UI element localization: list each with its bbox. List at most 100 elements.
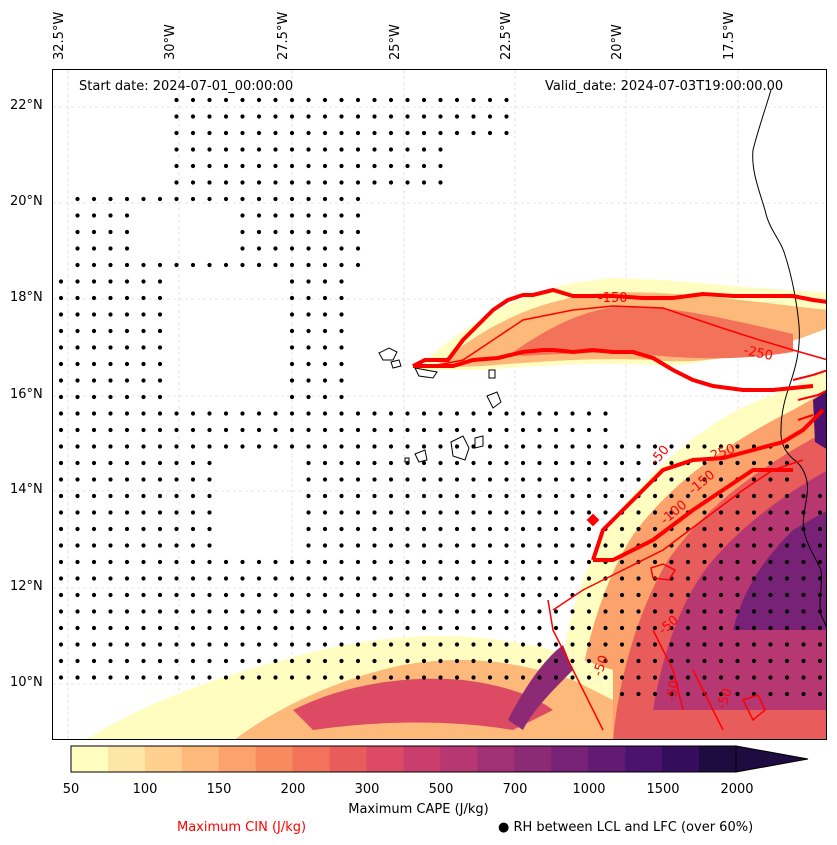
rh-dot: [322, 609, 328, 614]
rh-dot: [141, 592, 146, 598]
rh-dot: [289, 180, 295, 185]
rh-dot: [58, 658, 64, 664]
rh-dot: [91, 427, 97, 433]
rh-dot: [124, 279, 130, 284]
rh-dot: [289, 675, 295, 680]
rh-dot: [553, 592, 559, 598]
rh-dot: [405, 625, 410, 631]
rh-dot: [289, 279, 295, 284]
rh-dot: [141, 444, 146, 449]
rh-dot: [207, 180, 212, 185]
rh-dot: [355, 526, 361, 532]
rh-dot: [372, 609, 377, 614]
rh-dot: [405, 477, 410, 482]
rh-dot: [702, 625, 707, 631]
cape-south-inner: [293, 678, 553, 730]
rh-dot: [636, 510, 641, 515]
rh-dot: [306, 444, 311, 449]
rh-dot: [421, 427, 427, 433]
rh-dot: [157, 642, 163, 647]
rh-dot: [768, 543, 773, 548]
rh-dot: [141, 196, 146, 202]
rh-dot: [124, 312, 130, 317]
rh-dot: [652, 642, 658, 647]
rh-dot: [669, 477, 674, 482]
rh-dot: [223, 576, 229, 581]
rh-dot: [289, 609, 295, 614]
rh-dot: [75, 213, 80, 218]
rh-dot: [289, 114, 295, 119]
rh-dot: [91, 361, 97, 367]
rh-dot: [751, 642, 757, 647]
rh-dot: [174, 180, 179, 185]
rh-dot: [685, 625, 691, 631]
rh-dot: [190, 444, 196, 449]
colorbar-extend-arrow: [735, 745, 809, 773]
rh-dot: [784, 559, 790, 565]
rh-dot: [603, 658, 608, 664]
rh-dot: [702, 477, 707, 482]
rh-dot: [75, 493, 80, 499]
rh-dot: [405, 444, 410, 449]
rh-dot: [636, 592, 641, 598]
rh-dot: [108, 559, 113, 565]
rh-dot: [207, 526, 212, 532]
rh-dot: [372, 97, 377, 103]
rh-dot: [735, 609, 740, 614]
rh-dot: [289, 328, 295, 334]
rh-dot: [603, 427, 608, 433]
rh-dot: [58, 411, 64, 416]
rh-dot: [570, 675, 575, 680]
rh-dot: [339, 312, 344, 317]
rh-dot: [471, 477, 476, 482]
rh-dot: [141, 460, 146, 466]
rh-dot: [58, 444, 64, 449]
rh-dot: [322, 147, 328, 152]
rh-dot: [372, 675, 377, 680]
rh-dot: [256, 114, 262, 119]
rh-dot: [190, 114, 196, 119]
colorbar-bin: [625, 746, 663, 772]
rh-dot: [421, 675, 427, 680]
colorbar-bin: [440, 746, 478, 772]
rh-dot: [339, 180, 344, 185]
rh-dot: [322, 114, 328, 119]
rh-dot: [108, 378, 113, 383]
rh-dot: [652, 675, 658, 680]
rh-dot: [652, 444, 658, 449]
rh-dot: [108, 510, 113, 515]
map-panel[interactable]: -150 -250 -250 -50 -150 -100 -50 -50 -50…: [52, 69, 827, 740]
rh-dot: [487, 559, 493, 565]
rh-dot: [108, 361, 113, 367]
rh-dot: [339, 592, 344, 598]
rh-dot: [718, 576, 724, 581]
rh-dot: [339, 196, 344, 202]
rh-dot: [240, 642, 245, 647]
rh-dot: [438, 625, 443, 631]
rh-dot: [240, 658, 245, 664]
rh-dot: [702, 510, 707, 515]
rh-dot: [454, 510, 460, 515]
rh-dot: [718, 625, 724, 631]
rh-dot: [190, 625, 196, 631]
rh-dot: [207, 510, 212, 515]
cb-tick-500: 500: [428, 782, 454, 797]
rh-dot: [273, 180, 278, 185]
rh-dot: [174, 130, 179, 136]
rh-dot: [619, 576, 625, 581]
rh-dot: [339, 427, 344, 433]
rh-dot: [388, 180, 394, 185]
rh-dot: [801, 642, 806, 647]
rh-dot: [207, 427, 212, 433]
rh-dot: [817, 658, 823, 664]
rh-dot: [454, 559, 460, 565]
rh-dot: [240, 147, 245, 152]
rh-dot: [355, 510, 361, 515]
rh-dot: [240, 675, 245, 680]
colorbar-bin: [218, 746, 257, 772]
rh-dot: [537, 444, 542, 449]
rh-dot: [355, 213, 361, 218]
rh-dot: [537, 493, 542, 499]
rh-dot: [537, 609, 542, 614]
legend-cin-label: Maximum CIN (J/kg): [177, 820, 307, 835]
